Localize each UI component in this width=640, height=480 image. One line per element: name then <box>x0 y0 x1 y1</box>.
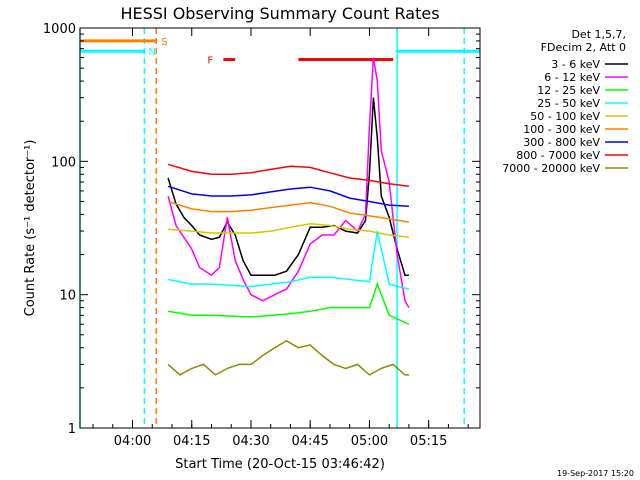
series-line-4 <box>168 223 409 238</box>
chart-title: HESSI Observing Summary Count Rates <box>120 4 439 23</box>
series-layer <box>167 57 410 376</box>
legend-header-0: Det 1,5,7, <box>571 28 626 41</box>
y-tick-label-2: 100 <box>51 155 76 170</box>
y-tick-label-3: 1000 <box>43 22 76 37</box>
series-line-5 <box>167 200 410 223</box>
series-line-2 <box>167 281 410 325</box>
legend-label-7: 800 - 7000 keV <box>516 149 600 162</box>
x-tick-label-2: 04:30 <box>232 434 269 449</box>
x-axis: 04:00 04:15 04:30 04:45 05:00 05:15 <box>92 28 469 449</box>
flag-label-s: S <box>161 37 167 48</box>
legend-label-2: 12 - 25 keV <box>537 84 600 97</box>
x-tick-label-0: 04:00 <box>114 434 151 449</box>
legend-label-1: 6 - 12 keV <box>544 71 600 84</box>
series-line-0 <box>167 97 409 276</box>
series-line-7 <box>167 163 409 188</box>
series-line-8 <box>167 340 409 376</box>
flag-label-n: N <box>148 47 155 58</box>
footer-timestamp: 19-Sep-2017 15:20 <box>557 469 634 478</box>
y-tick-label-1: 10 <box>59 289 76 304</box>
observing-flags: SN F <box>79 28 480 428</box>
x-tick-label-4: 05:00 <box>351 434 388 449</box>
flag-label-f: F <box>207 56 213 67</box>
legend-label-4: 50 - 100 keV <box>530 110 600 123</box>
legend-label-8: 7000 - 20000 keV <box>502 162 600 175</box>
x-tick-label-5: 05:15 <box>410 434 447 449</box>
legend-header-1: FDecim 2, Att 0 <box>541 41 626 54</box>
series-line-6 <box>167 185 409 208</box>
legend-label-6: 300 - 800 keV <box>523 136 600 149</box>
y-tick-label-0: 1 <box>68 422 76 437</box>
legend-label-3: 25 - 50 keV <box>537 97 600 110</box>
y-axis: 1 10 100 1000 <box>43 22 480 437</box>
x-tick-label-3: 04:45 <box>291 434 328 449</box>
legend-label-0: 3 - 6 keV <box>551 58 600 71</box>
legend-label-5: 100 - 300 keV <box>523 123 600 136</box>
series-line-1 <box>167 57 410 308</box>
y-axis-label: Count Rate (s⁻¹ detector⁻¹) <box>23 140 38 317</box>
x-tick-label-1: 04:15 <box>173 434 210 449</box>
series-line-3 <box>167 230 410 290</box>
x-axis-label: Start Time (20-Oct-15 03:46:42) <box>175 457 385 472</box>
plot-frame <box>79 27 481 429</box>
